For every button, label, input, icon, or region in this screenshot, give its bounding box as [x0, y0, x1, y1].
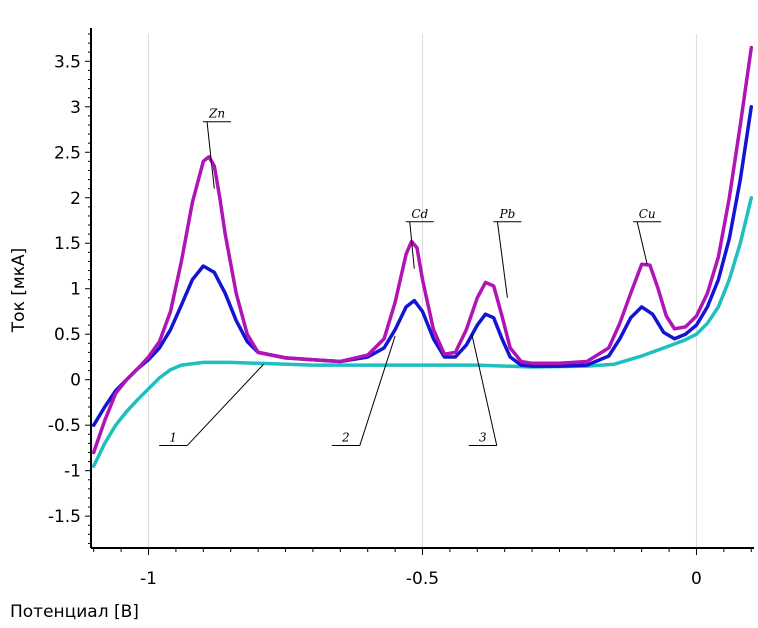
- y-tick-label: 0: [70, 371, 81, 391]
- x-tick-label: -1: [140, 569, 157, 589]
- annotation-leader: [186, 363, 264, 446]
- annotation-leader: [359, 335, 396, 446]
- y-axis-label: Ток [мкА]: [9, 248, 29, 333]
- annotation-label: Cu: [639, 207, 656, 221]
- annotation-leader: [496, 221, 508, 298]
- annotation-label: 2: [341, 431, 350, 445]
- y-tick-label: 3.5: [54, 52, 81, 72]
- annotation-label: 3: [479, 431, 487, 445]
- annotation-label: 1: [169, 431, 177, 445]
- y-tick-label: -1.5: [48, 507, 81, 527]
- annotation-leader: [409, 221, 415, 269]
- annotation-leader: [471, 334, 498, 446]
- y-tick-label: 1: [70, 280, 81, 300]
- annotation-leader: [206, 121, 215, 189]
- y-tick-label: 2.5: [54, 143, 81, 163]
- y-tick-label: 1.5: [54, 234, 81, 254]
- axes: [85, 28, 754, 555]
- x-tick-label: 0: [691, 569, 702, 589]
- series-line-2: [91, 105, 754, 427]
- y-tick-label: -1: [64, 462, 81, 482]
- y-tick-label: 3: [70, 98, 81, 118]
- tick-labels: -1.5 -1 -0.5 0 0.5 1 1.5 2 2.5 3 3.5 -1 -0.5 0: [48, 52, 702, 589]
- annotation-label: Cd: [411, 207, 428, 221]
- x-axis-label: Потенциал [В]: [10, 602, 139, 622]
- annotation-label: Pb: [499, 207, 516, 221]
- y-tick-label: 2: [70, 189, 81, 209]
- y-tick-label: -0.5: [48, 416, 81, 436]
- annotation-leader: [636, 221, 648, 265]
- y-tick-label: 0.5: [54, 325, 81, 345]
- grid-lines: [148, 34, 697, 548]
- x-tick-label: -0.5: [406, 569, 439, 589]
- annotations: Zn Cd Pb Cu 1 2 3: [159, 107, 662, 447]
- series-line-3: [91, 45, 754, 455]
- annotation-label: Zn: [208, 107, 225, 121]
- series-line-1: [91, 196, 754, 468]
- series-lines: [91, 45, 754, 468]
